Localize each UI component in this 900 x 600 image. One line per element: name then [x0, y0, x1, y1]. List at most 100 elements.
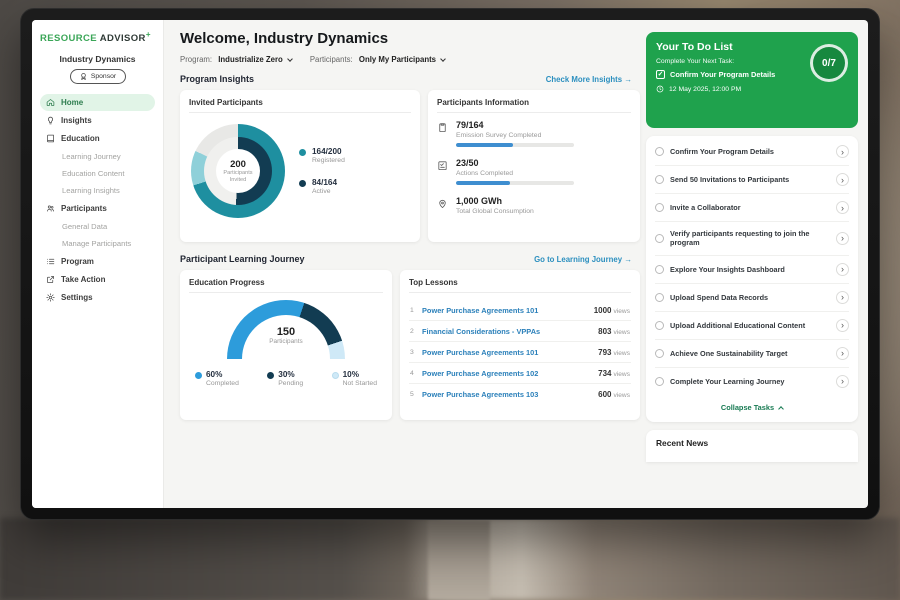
sidebar-item-program[interactable]: Program — [40, 253, 155, 270]
task-checkbox[interactable] — [655, 376, 664, 386]
task-row[interactable]: Explore Your Insights Dashboard › — [655, 256, 849, 284]
todo-next-task-label: Confirm Your Program Details — [670, 70, 776, 79]
task-checkbox[interactable] — [655, 175, 664, 184]
lesson-row: 5 Power Purchase Agreements 103 600 views — [409, 384, 631, 404]
medal-icon — [79, 72, 88, 81]
task-label: Upload Spend Data Records — [670, 292, 769, 302]
insights-cards-row: Invited Participants 200 Participants In… — [180, 90, 640, 242]
task-row[interactable]: Confirm Your Program Details › — [655, 138, 849, 166]
todo-next-task[interactable]: ✓ Confirm Your Program Details — [656, 70, 848, 79]
legend-item: 84/164 Active — [299, 178, 345, 195]
lesson-link[interactable]: Power Purchase Agreements 102 — [422, 368, 539, 378]
legend-dot-completed — [195, 372, 202, 379]
participants-filter-dropdown[interactable]: Only My Participants — [359, 55, 446, 64]
location-pin-icon — [437, 196, 448, 219]
collapse-tasks-button[interactable]: Collapse Tasks — [655, 395, 849, 420]
lightbulb-icon — [46, 116, 55, 125]
task-label: Confirm Your Program Details — [670, 146, 774, 156]
lesson-link[interactable]: Financial Considerations - VPPAs — [422, 326, 541, 336]
task-row[interactable]: Complete Your Learning Journey › — [655, 368, 849, 395]
task-row[interactable]: Invite a Collaborator › — [655, 194, 849, 222]
chevron-right-icon[interactable]: › — [836, 346, 849, 360]
task-checkbox[interactable] — [655, 292, 664, 302]
lesson-link[interactable]: Power Purchase Agreements 101 — [422, 347, 539, 357]
donut-legend: 164/200 Registered 84/164 Active — [299, 147, 345, 195]
program-filter: Program: Industrialize Zero — [180, 55, 293, 64]
sidebar-item-learning-insights[interactable]: Learning Insights — [62, 186, 120, 196]
checkbox-icon[interactable]: ✓ — [656, 70, 665, 79]
sidebar-item-settings[interactable]: Settings — [40, 289, 155, 306]
task-row[interactable]: Upload Additional Educational Content › — [655, 312, 849, 340]
task-checkbox[interactable] — [655, 264, 664, 274]
logo-plus: + — [145, 30, 151, 39]
lesson-views: 734 views — [598, 368, 630, 378]
task-label: Achieve One Sustainability Target — [670, 348, 788, 358]
lesson-link[interactable]: Power Purchase Agreements 103 — [422, 389, 539, 399]
page-title: Welcome, Industry Dynamics — [180, 30, 389, 47]
task-checkbox[interactable] — [655, 320, 664, 330]
sidebar-item-take-action[interactable]: Take Action — [40, 271, 155, 288]
task-row[interactable]: Verify participants requesting to join t… — [655, 222, 849, 256]
sidebar-item-manage-participants[interactable]: Manage Participants — [62, 239, 132, 249]
app-logo: RESOURCE ADVISOR+ — [40, 30, 155, 44]
dashboard-screen: RESOURCE ADVISOR+ Industry Dynamics Spon… — [32, 20, 868, 508]
monitor-stand — [428, 520, 490, 600]
sidebar-item-general-data[interactable]: General Data — [62, 222, 108, 232]
sidebar-item-participants[interactable]: Participants — [40, 200, 155, 217]
task-row[interactable]: Upload Spend Data Records › — [655, 284, 849, 312]
task-checkbox[interactable] — [655, 348, 664, 358]
check-more-insights-link[interactable]: Check More Insights → — [545, 74, 632, 84]
task-row[interactable]: Achieve One Sustainability Target › — [655, 340, 849, 368]
chevron-right-icon[interactable]: › — [836, 290, 849, 304]
task-label: Complete Your Learning Journey — [670, 376, 785, 386]
chevron-up-icon — [778, 406, 784, 412]
lesson-link[interactable]: Power Purchase Agreements 101 — [422, 305, 539, 315]
gauge-legend: 60% Completed 30% Pending 10% Not Started — [189, 360, 383, 387]
action-arrow-icon — [46, 275, 55, 284]
section-title: Participant Learning Journey — [180, 254, 305, 264]
sidebar-item-education[interactable]: Education — [40, 130, 155, 147]
chevron-right-icon[interactable]: › — [836, 173, 849, 186]
learning-journey-header: Participant Learning Journey Go to Learn… — [180, 254, 632, 264]
legend-dot-pending — [267, 372, 275, 379]
todo-due-date: 12 May 2025, 12:00 PM — [656, 85, 848, 93]
chevron-right-icon[interactable]: › — [836, 201, 849, 214]
stat-actions-completed: 23/50 Actions Completed — [437, 158, 631, 185]
donut-center: 200 Participants Invited — [216, 149, 260, 193]
card-title: Top Lessons — [409, 278, 631, 293]
chevron-right-icon[interactable]: › — [836, 231, 849, 245]
recent-news-header[interactable]: Recent News — [646, 429, 858, 462]
task-row[interactable]: Send 50 Invitations to Participants › — [655, 166, 849, 194]
todo-summary-card: Your To Do List Complete Your Next Task:… — [646, 32, 858, 128]
program-filter-dropdown[interactable]: Industrialize Zero — [218, 55, 293, 64]
top-lessons-card: Top Lessons 1 Power Purchase Agreements … — [400, 270, 640, 420]
task-checkbox[interactable] — [655, 147, 664, 156]
sidebar: RESOURCE ADVISOR+ Industry Dynamics Spon… — [32, 20, 164, 508]
learning-cards-row: Education Progress 150 Participants — [180, 270, 640, 420]
task-checkbox[interactable] — [655, 203, 664, 212]
chevron-right-icon[interactable]: › — [836, 374, 849, 388]
lesson-rank: 1 — [410, 306, 414, 314]
task-label: Send 50 Invitations to Participants — [670, 174, 790, 184]
chevron-right-icon[interactable]: › — [836, 318, 849, 332]
todo-panel: Your To Do List Complete Your Next Task:… — [644, 20, 868, 508]
sidebar-item-learning-journey[interactable]: Learning Journey — [62, 152, 121, 162]
task-checkbox[interactable] — [655, 233, 664, 243]
lesson-row: 4 Power Purchase Agreements 102 734 views — [409, 363, 631, 384]
todo-title: Your To Do List — [656, 41, 733, 53]
chevron-right-icon[interactable]: › — [836, 145, 849, 158]
education-gauge-chart: 150 Participants — [227, 300, 345, 360]
sidebar-item-home[interactable]: Home — [40, 94, 155, 112]
chevron-right-icon[interactable]: › — [836, 262, 849, 276]
card-title: Invited Participants — [189, 98, 411, 113]
actions-progress-bar — [456, 181, 574, 185]
legend-dot-active — [299, 180, 306, 187]
card-title: Education Progress — [189, 278, 383, 293]
sidebar-item-education-content[interactable]: Education Content — [62, 169, 125, 179]
monitor-bezel: RESOURCE ADVISOR+ Industry Dynamics Spon… — [20, 8, 880, 520]
section-title: Program Insights — [180, 74, 255, 84]
sidebar-item-insights[interactable]: Insights — [40, 112, 155, 129]
go-to-learning-journey-link[interactable]: Go to Learning Journey → — [534, 254, 632, 264]
sidebar-nav: Home Insights Education Learning Journey… — [40, 94, 155, 306]
